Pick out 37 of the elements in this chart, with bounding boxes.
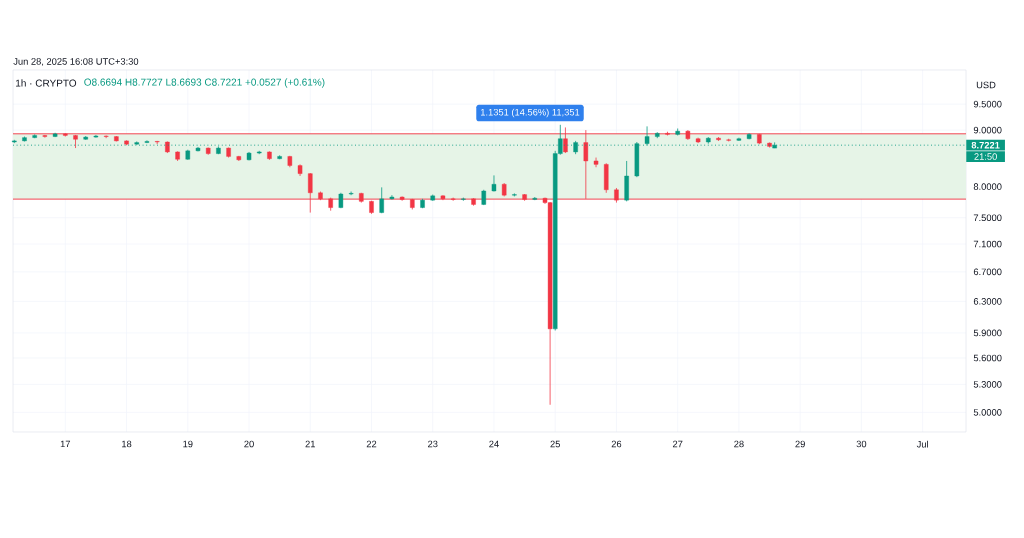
x-tick-label: 22	[366, 440, 377, 448]
candlestick	[491, 174, 497, 192]
x-tick-label: 21	[305, 440, 315, 448]
ref-line-label: 8.7221	[971, 141, 1000, 149]
x-tick-label: 26	[611, 440, 622, 448]
x-tick-label: 23	[428, 440, 438, 448]
y-tick-label: 6.7000	[973, 268, 1002, 276]
y-tick-label: 5.9000	[973, 329, 1002, 337]
text: 21:50	[974, 153, 997, 160]
annotation: 1.1351 (14.56%) 11,351	[480, 108, 580, 118]
x-tick-label: 25	[550, 440, 560, 448]
y-tick-label: 6.3000	[973, 298, 1002, 305]
y-tick-label: 9.5000	[973, 100, 1002, 108]
x-tick-label: 24	[489, 440, 499, 448]
y-axis-title: USD	[976, 81, 996, 89]
y-tick-label: 7.5000	[973, 214, 1002, 222]
text: 1h · CRYPTO	[16, 79, 77, 87]
x-tick-label: 19	[183, 440, 193, 448]
y-tick-label: 5.6000	[973, 354, 1002, 362]
x-tick-label: 28	[734, 440, 744, 448]
y-tick-label: 8.0000	[973, 183, 1002, 190]
text: Jun 28, 2025 16:08 UTC+3:30	[13, 58, 139, 66]
y-tick-label: 5.3000	[973, 381, 1002, 388]
y-tick-label: 5.0000	[973, 409, 1002, 416]
y-tick-label: 7.1000	[973, 240, 1002, 248]
x-tick-label: 17	[60, 440, 71, 448]
x-tick-label: 29	[795, 440, 805, 448]
candlestick	[144, 139, 150, 144]
x-tick-label: 30	[856, 440, 867, 448]
text: O8.6694 H8.7727 L8.6693 C8.7221 +0.0527 (+0.61%)	[84, 78, 325, 88]
candlestick	[593, 157, 599, 168]
y-tick-label: 9.0000	[973, 126, 1002, 134]
candlestick	[379, 186, 384, 214]
x-tick-label: 18	[122, 440, 132, 448]
x-tick-label: 27	[672, 440, 683, 448]
x-tick-label: Jul	[916, 440, 928, 448]
x-tick-label: 20	[244, 440, 254, 448]
